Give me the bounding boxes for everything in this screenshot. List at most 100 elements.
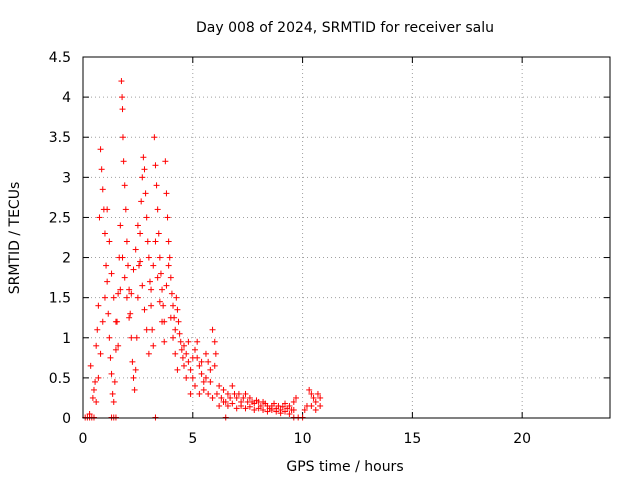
- data-point: [233, 405, 240, 412]
- data-point: [143, 214, 150, 221]
- data-point: [246, 403, 253, 410]
- data-point: [95, 302, 102, 309]
- data-point: [268, 406, 275, 413]
- data-point: [165, 238, 172, 245]
- data-point: [141, 306, 148, 313]
- data-point: [172, 326, 179, 333]
- data-point: [209, 394, 216, 401]
- data-point: [220, 398, 227, 405]
- x-tick-label: 10: [294, 431, 312, 447]
- tick-layer: [82, 56, 610, 419]
- data-point: [273, 408, 280, 415]
- x-tick-label: 5: [188, 431, 197, 447]
- data-point: [189, 374, 196, 381]
- data-point: [90, 386, 97, 393]
- data-point: [139, 282, 146, 289]
- data-point: [224, 390, 231, 397]
- data-point: [128, 290, 135, 297]
- data-point: [183, 374, 190, 381]
- data-point: [205, 390, 212, 397]
- data-point: [202, 350, 209, 357]
- data-point: [122, 206, 129, 213]
- data-point: [183, 350, 190, 357]
- data-point: [86, 410, 93, 417]
- data-point: [213, 390, 220, 397]
- data-point: [121, 274, 128, 281]
- data-point: [166, 254, 173, 261]
- data-point: [123, 238, 130, 245]
- data-point: [251, 400, 258, 407]
- data-point: [138, 198, 145, 205]
- data-point: [145, 254, 152, 261]
- data-point: [163, 282, 170, 289]
- tick-labels: 0 0.5 1 1.5 2 2.5 3 3.5 4 4.5 0 5 10 15 20: [49, 50, 531, 447]
- data-point: [101, 230, 108, 237]
- data-point: [119, 254, 126, 261]
- data-point: [157, 270, 164, 277]
- y-tick-label: 4: [62, 90, 71, 106]
- data-point: [189, 354, 196, 361]
- data-point: [255, 405, 262, 412]
- data-point: [150, 342, 157, 349]
- data-point: [308, 402, 315, 409]
- data-point: [150, 262, 157, 269]
- data-point: [98, 166, 105, 173]
- data-point: [211, 338, 218, 345]
- data-point: [130, 266, 137, 273]
- data-point: [119, 134, 126, 141]
- data-point: [160, 302, 167, 309]
- data-point: [164, 214, 171, 221]
- data-point: [167, 274, 174, 281]
- data-point: [179, 354, 186, 361]
- data-point: [119, 106, 126, 113]
- y-tick-label: 3: [62, 170, 71, 186]
- data-point: [290, 406, 297, 413]
- data-point: [146, 278, 153, 285]
- data-point: [229, 382, 236, 389]
- data-point: [148, 286, 155, 293]
- data-point: [163, 190, 170, 197]
- data-point: [108, 270, 115, 277]
- data-point: [125, 262, 132, 269]
- data-point: [308, 390, 315, 397]
- data-point: [137, 258, 144, 265]
- data-point: [118, 78, 125, 85]
- data-point: [99, 186, 106, 193]
- data-point: [115, 290, 122, 297]
- data-point: [306, 386, 313, 393]
- data-point: [246, 394, 253, 401]
- data-point: [148, 302, 155, 309]
- data-point: [227, 394, 234, 401]
- data-point: [175, 318, 182, 325]
- data-point: [89, 394, 96, 401]
- data-point: [115, 342, 122, 349]
- data-point: [135, 262, 142, 269]
- data-point: [174, 366, 181, 373]
- data-point: [317, 394, 324, 401]
- data-point: [292, 394, 299, 401]
- data-point: [178, 346, 185, 353]
- data-point: [235, 390, 242, 397]
- x-tick-label: 20: [513, 431, 531, 447]
- data-point: [134, 222, 141, 229]
- y-tick-label: 1.5: [49, 291, 71, 307]
- data-point: [156, 298, 163, 305]
- data-point: [127, 310, 134, 317]
- data-point: [240, 394, 247, 401]
- data-point: [152, 238, 159, 245]
- data-point: [154, 274, 161, 281]
- data-point: [112, 346, 119, 353]
- data-point: [153, 182, 160, 189]
- data-point: [155, 230, 162, 237]
- data-point: [129, 358, 136, 365]
- data-point: [194, 338, 201, 345]
- data-point: [181, 362, 188, 369]
- data-point: [196, 390, 203, 397]
- data-point: [279, 403, 286, 410]
- data-point: [185, 358, 192, 365]
- data-point: [97, 350, 104, 357]
- data-point: [143, 326, 150, 333]
- data-point: [209, 326, 216, 333]
- data-point: [242, 390, 249, 397]
- data-point: [110, 398, 117, 405]
